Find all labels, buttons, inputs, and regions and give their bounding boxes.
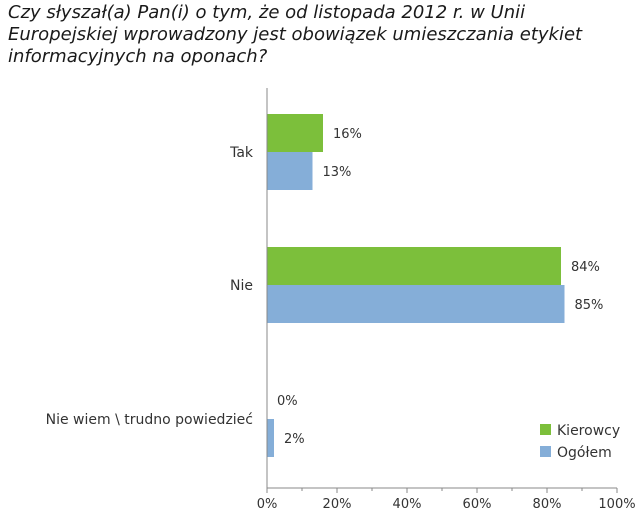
legend-label-ogółem: Ogółem	[557, 445, 612, 461]
legend-swatch-ogółem	[540, 446, 551, 457]
labels-group: 16% 13% Tak 84% 85% Nie 0% 2% Nie wiem \ trudno …	[46, 127, 636, 512]
legend-swatch-kierowcy	[540, 424, 551, 435]
x-tick-label-80: 80%	[533, 497, 562, 512]
value-label-ogółem-2: 2%	[284, 432, 305, 447]
bar-ogółem-0	[267, 152, 313, 190]
bar-kierowcy-1	[267, 247, 561, 285]
bar-ogółem-2	[267, 419, 274, 457]
bar-ogółem-1	[267, 285, 565, 323]
category-label-2: Nie wiem \ trudno powiedzieć	[46, 412, 253, 428]
x-tick-label-100: 100%	[598, 497, 635, 512]
value-label-ogółem-1: 85%	[575, 298, 604, 313]
value-label-kierowcy-0: 16%	[333, 127, 362, 142]
bars-group	[267, 114, 565, 457]
category-label-0: Tak	[229, 145, 254, 161]
legend-label-kierowcy: Kierowcy	[557, 423, 620, 439]
value-label-ogółem-0: 13%	[323, 165, 352, 180]
legend: Kierowcy Ogółem	[540, 423, 620, 461]
chart-title: Czy słyszał(a) Pan(i) o tym, że od listo…	[8, 2, 583, 67]
value-label-kierowcy-2: 0%	[277, 394, 298, 409]
axes-group	[266, 88, 618, 493]
category-label-1: Nie	[230, 278, 253, 294]
x-tick-label-20: 20%	[323, 497, 352, 512]
x-tick-label-40: 40%	[393, 497, 422, 512]
bar-kierowcy-0	[267, 114, 323, 152]
x-tick-label-60: 60%	[463, 497, 492, 512]
value-label-kierowcy-1: 84%	[571, 260, 600, 275]
x-tick-label-0: 0%	[257, 497, 278, 512]
